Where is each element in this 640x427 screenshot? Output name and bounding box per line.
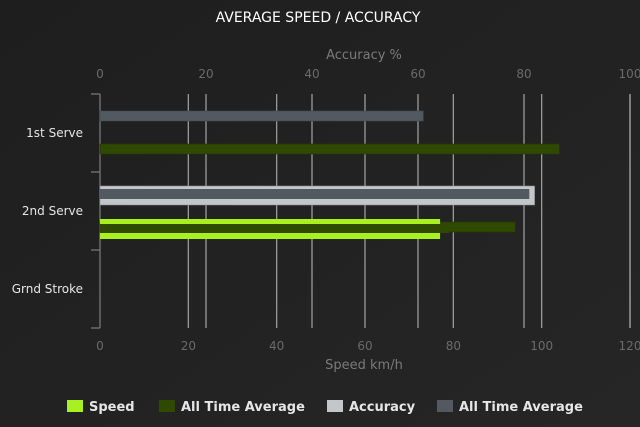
legend-label: Accuracy: [349, 400, 416, 415]
legend-label: All Time Average: [459, 400, 583, 415]
speed-tick-label: 120: [619, 339, 640, 353]
accuracy-tick-label: 60: [410, 67, 425, 81]
speed-tick-label: 80: [446, 339, 461, 353]
accuracy-tick-label: 40: [304, 67, 319, 81]
accuracy-average-bar: [99, 110, 424, 122]
speed-average-bar: [100, 224, 449, 233]
legend-label: All Time Average: [181, 400, 305, 415]
category-label: 2nd Serve: [22, 204, 83, 218]
legend-label: Speed: [89, 400, 135, 415]
legend-swatch: [327, 400, 343, 412]
legend-swatch: [159, 400, 175, 412]
speed-tick-label: 20: [181, 339, 196, 353]
accuracy-average-bar: [100, 189, 530, 199]
accuracy-tick-label: 100: [619, 67, 640, 81]
chart-title: AVERAGE SPEED / ACCURACY: [216, 10, 421, 26]
legend-swatch: [67, 400, 83, 412]
speed-tick-label: 60: [357, 339, 372, 353]
category-label: Grnd Stroke: [12, 282, 83, 296]
accuracy-tick-label: 0: [96, 67, 104, 81]
accuracy-tick-label: 20: [198, 67, 213, 81]
legend-swatch: [437, 400, 453, 412]
accuracy-tick-label: 80: [516, 67, 531, 81]
speed-tick-label: 40: [269, 339, 284, 353]
speed-average-bar: [99, 143, 560, 155]
bottom-axis-label: Speed km/h: [325, 358, 403, 373]
speed-tick-label: 0: [96, 339, 104, 353]
top-axis-label: Accuracy %: [326, 48, 402, 63]
category-label: 1st Serve: [26, 126, 83, 140]
speed-tick-label: 100: [530, 339, 553, 353]
